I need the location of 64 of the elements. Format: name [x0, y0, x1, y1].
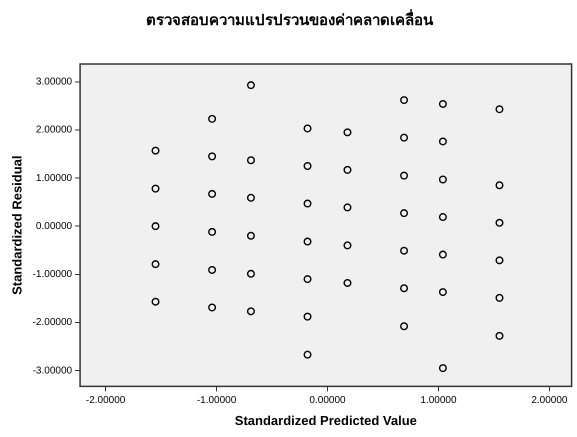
- point: [438, 288, 447, 296]
- y-axis-title: Standardized Residual: [9, 155, 24, 295]
- y-tick-label: 0.00000: [36, 220, 73, 232]
- point: [304, 312, 312, 321]
- point: [400, 96, 408, 104]
- point: [246, 307, 255, 316]
- point: [495, 218, 504, 227]
- point: [343, 128, 352, 136]
- point: [438, 213, 447, 222]
- point: [152, 146, 160, 155]
- y-tick-label: 1.00000: [36, 172, 73, 184]
- point: [246, 156, 255, 164]
- y-tick-label: -1.00000: [32, 269, 73, 280]
- point: [438, 250, 447, 259]
- point: [246, 194, 255, 202]
- y-tick-label: -2.00000: [32, 317, 73, 328]
- point: [208, 190, 216, 198]
- x-tick-label: 2.00000: [531, 395, 568, 406]
- point: [152, 184, 160, 193]
- point: [400, 209, 408, 218]
- y-tick-label: 2.00000: [36, 124, 73, 136]
- x-tick-label: -2.00000: [86, 395, 126, 406]
- point: [438, 364, 447, 372]
- point: [343, 241, 352, 250]
- point: [400, 322, 408, 330]
- chart-title: ตรวจสอบความแปรปรวนของค่าคลาดเคลื่อน: [146, 8, 434, 29]
- x-axis-title: Standardized Predicted Value: [234, 412, 417, 428]
- point: [343, 278, 352, 287]
- point: [304, 350, 312, 359]
- x-tick-label: 0.00000: [309, 395, 346, 406]
- point: [152, 260, 160, 268]
- point: [304, 162, 312, 170]
- point: [246, 270, 255, 278]
- point: [438, 137, 447, 146]
- point: [246, 232, 255, 240]
- point: [495, 181, 504, 190]
- point: [304, 124, 312, 132]
- point: [152, 298, 160, 306]
- point: [208, 152, 216, 160]
- point: [495, 105, 504, 114]
- point: [208, 266, 216, 274]
- x-tick-label: -1.00000: [196, 395, 237, 406]
- point: [438, 175, 447, 184]
- y-tick-label: -3.00000: [32, 365, 73, 376]
- point: [304, 275, 312, 284]
- point: [438, 100, 447, 108]
- point: [343, 203, 352, 212]
- point: [400, 172, 408, 180]
- point: [208, 228, 216, 236]
- point: [246, 81, 255, 90]
- point: [495, 294, 504, 302]
- point: [208, 114, 216, 123]
- point: [304, 200, 312, 208]
- point: [304, 238, 312, 246]
- point: [152, 222, 160, 230]
- point: [400, 246, 408, 255]
- point: [495, 332, 504, 340]
- point: [495, 256, 504, 264]
- point: [208, 303, 216, 312]
- point: [343, 166, 352, 174]
- y-tick-label: 3.00000: [36, 76, 73, 88]
- point: [400, 284, 408, 292]
- point: [400, 134, 408, 142]
- x-tick-label: 1.00000: [420, 395, 457, 406]
